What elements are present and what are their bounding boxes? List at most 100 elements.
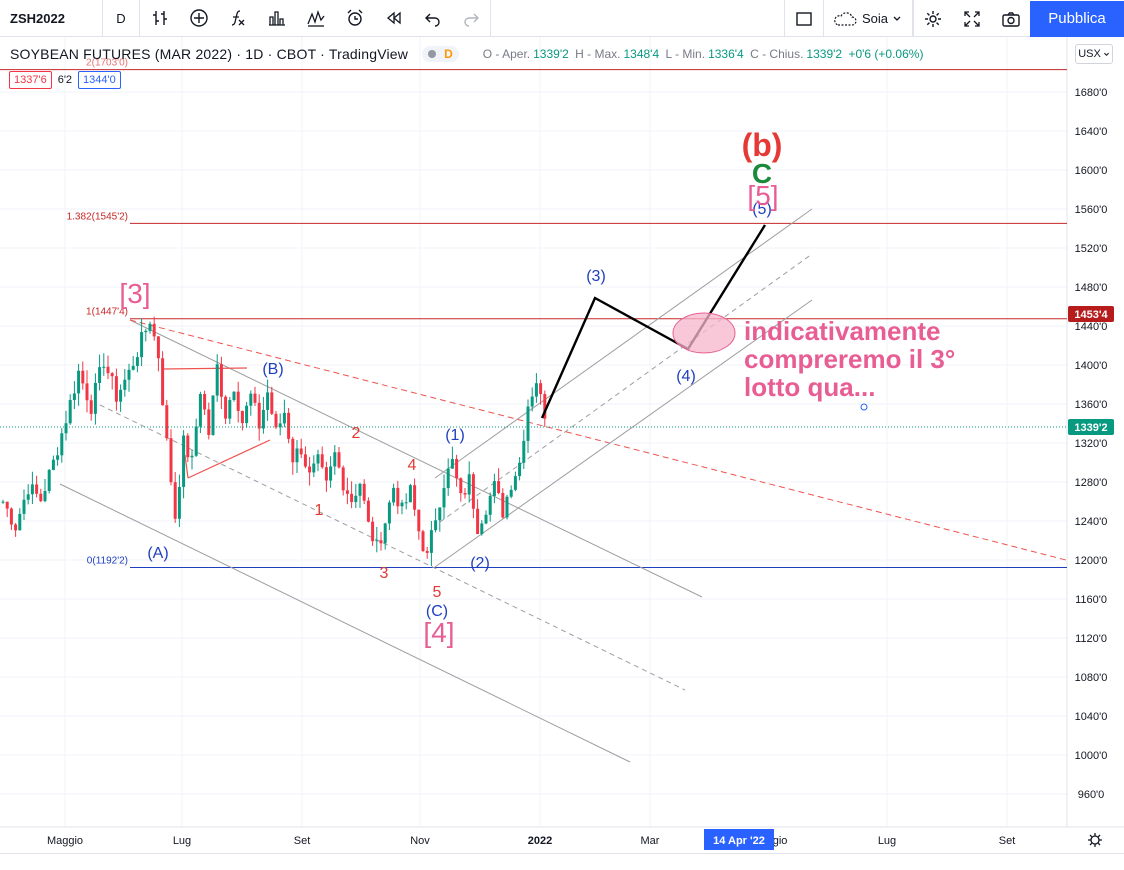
legend-status-pill[interactable]: D [422,46,459,62]
candle-body [518,462,522,477]
low-label: L - Min. [665,47,706,61]
redo-icon[interactable] [452,0,491,37]
candle-body [312,463,316,473]
chevron-down-icon [893,16,901,21]
high-value: 1348'4 [623,47,660,61]
candle-body [379,540,383,544]
high-label: H - Max. [575,47,621,61]
candle-body [320,454,324,468]
candle-body [480,523,484,534]
open-label: O - Aper. [482,47,531,61]
alert-icon[interactable] [335,0,374,37]
candle-body [219,364,223,397]
price-tick-label: 1240'0 [1075,516,1108,528]
candle-body [60,433,64,456]
candle-body [236,391,240,411]
projection-path[interactable] [540,224,767,419]
candle-body [543,394,547,419]
chart-legend: SOYBEAN FUTURES (MAR 2022) · 1D · CBOT ·… [10,46,926,62]
candle-body [455,459,459,479]
fullscreen-icon[interactable] [952,0,991,37]
candle-body [425,550,429,553]
candle-body [421,531,425,551]
candle-body [240,410,244,424]
candle-body [5,501,9,509]
bid-price[interactable]: 1337'6 [9,71,52,89]
currency-select[interactable]: USX [1075,44,1113,64]
drawings[interactable] [59,208,1067,763]
up-channel-lower-line[interactable] [434,299,813,568]
interval-button[interactable]: D [103,0,140,37]
candle-body [295,448,299,463]
candle-body [140,332,144,358]
candle-body [68,400,72,424]
buy-zone-ellipse[interactable] [672,312,736,354]
undo-icon[interactable] [413,0,452,37]
price-tick-label: 1680'0 [1075,87,1108,99]
price-tick-label: 1360'0 [1075,399,1108,411]
resistance-trendline[interactable] [129,319,1067,561]
price-tick-label: 1000'0 [1075,750,1108,762]
price-axis[interactable]: 1680'0 1640'0 1600'0 1560'0 1520'0 1480'0 1440… [1075,87,1108,801]
candle-body [358,483,362,496]
axis-settings-icon[interactable] [1088,833,1102,847]
spread-value: 6'2 [57,74,73,86]
publish-button[interactable]: Pubblica [1030,0,1124,37]
open-value: 1339'2 [533,47,569,61]
fib-levels[interactable]: 2(1703'0) 1.382(1545'2) 1(1447'4) 0(1192'2) [0,58,1067,569]
channel-upper-line[interactable] [129,319,703,598]
price-tick-label: 1520'0 [1075,243,1108,255]
up-channel-mid-line[interactable] [439,253,813,523]
layout-icon[interactable] [784,0,823,37]
candle-body [131,365,135,370]
triangle-top-line[interactable] [161,367,248,370]
candle-body [316,454,320,464]
settings-icon[interactable] [913,0,952,37]
symbol-search-button[interactable]: ZSH2022 [0,0,103,37]
templates-icon[interactable] [257,0,296,37]
price-tick-label: 1480'0 [1075,282,1108,294]
candle-body [245,405,249,424]
candle-body [253,393,257,403]
up-channel-upper-line[interactable] [434,208,813,479]
fib-level-label: 1.382(1545'2) [67,211,128,222]
triangle-bottom-line[interactable] [187,439,271,479]
candle-body [274,413,278,428]
price-tick-label: 1320'0 [1075,438,1108,450]
candle-body [417,509,421,532]
candle-body [144,330,148,333]
candle-body [152,323,156,337]
channel-lower-line[interactable] [59,483,631,763]
triangle-side-line[interactable] [184,454,189,479]
fib-level-label: 0(1192'2) [87,556,128,567]
candle-body [522,440,526,463]
indicators-icon[interactable] [296,0,335,37]
candle-body [345,490,349,494]
ask-price[interactable]: 1344'0 [78,71,121,89]
candle-body [64,423,68,434]
candle-body [303,454,307,467]
candle-body [404,502,408,504]
candle-body [22,499,26,514]
camera-icon[interactable] [991,0,1030,37]
layout-name-button[interactable]: Soia [823,0,913,37]
add-indicator-icon[interactable] [179,0,218,37]
wave-label-4: [4] [423,617,454,648]
wave-label-i5: (5) [752,201,772,218]
wave-label-A: (A) [147,545,168,562]
candle-body [190,455,194,458]
candle-body [85,383,89,401]
status-dot-icon [428,50,437,58]
change-value: +0'6 (+0.06%) [848,47,924,61]
candle-body [102,366,106,368]
wave-label-B: (B) [262,361,283,378]
function-icon[interactable] [218,0,257,37]
replay-icon[interactable] [374,0,413,37]
price-tick-label: 1200'0 [1075,555,1108,567]
candle-body [18,513,22,531]
candle-body [341,467,345,491]
bar-style-icon[interactable] [140,0,179,37]
cloud-icon [834,11,857,26]
